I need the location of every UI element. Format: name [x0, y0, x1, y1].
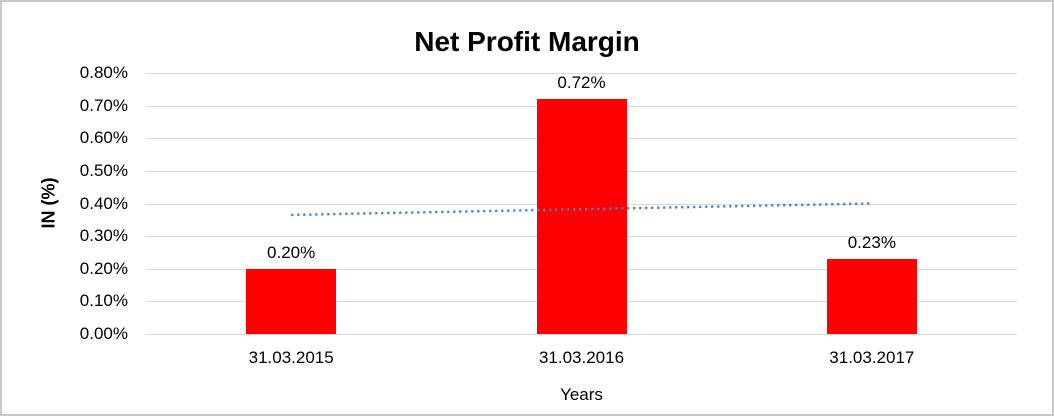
gridline [146, 334, 1017, 335]
y-tick-label: 0.00% [79, 324, 128, 343]
x-axis-tick-labels: 31.03.2015 31.03.2016 31.03.2017 [146, 348, 1017, 370]
y-tick-label: 0.20% [79, 258, 128, 278]
bar [536, 99, 627, 334]
y-tick-label: 0.60% [79, 128, 128, 148]
y-tick-label: 0.50% [79, 160, 128, 180]
x-tick-label: 31.03.2015 [248, 348, 334, 367]
y-tick-label: 0.10% [79, 291, 128, 311]
chart-title: Net Profit Margin [414, 26, 640, 57]
y-axis-tick-labels: 0.80% 0.70% 0.60% 0.50% 0.40% 0.30% 0.20% 0.10%… [2, 63, 128, 343]
bar-value-label: 0.20% [267, 242, 316, 262]
y-tick-label: 0.40% [79, 193, 128, 213]
x-axis-title: Years [560, 385, 603, 404]
x-tick-label: 31.03.2017 [829, 348, 915, 367]
y-tick-label: 0.70% [79, 95, 128, 115]
bar [246, 268, 337, 334]
y-tick-label: 0.30% [79, 226, 128, 246]
bar-value-label: 0.23% [847, 232, 896, 252]
plot-area: 0.20% 0.72% 0.23% [146, 73, 1017, 335]
y-tick-label: 0.80% [79, 63, 128, 82]
bar [826, 258, 917, 334]
trendline [291, 202, 872, 217]
gridline [146, 73, 1017, 74]
bar-value-label: 0.72% [557, 73, 606, 93]
x-tick-label: 31.03.2016 [538, 348, 625, 367]
